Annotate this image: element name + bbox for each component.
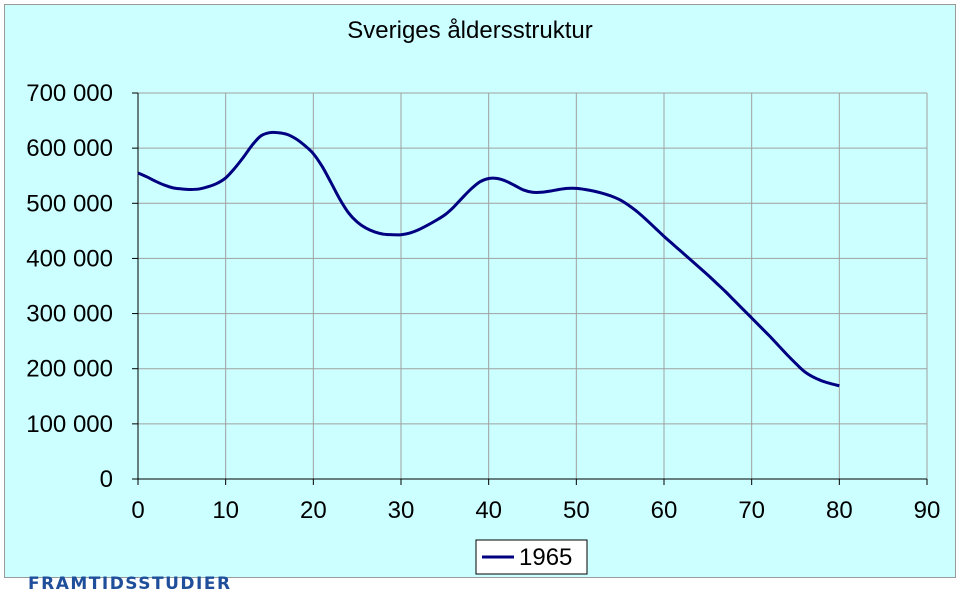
y-tick-label: 0 (100, 466, 113, 493)
y-tick-label: 300 000 (26, 301, 113, 328)
x-tick-label: 60 (651, 497, 678, 524)
x-tick-label: 30 (388, 497, 415, 524)
y-tick-label: 100 000 (26, 411, 113, 438)
framtidsstudier-logo: FRAMTIDSSTUDIER (28, 574, 232, 594)
chart-title: Sveriges åldersstruktur (347, 17, 592, 44)
series-line-1965 (137, 130, 840, 388)
y-tick-label: 200 000 (26, 356, 113, 383)
y-tick-label: 400 000 (26, 245, 113, 272)
x-tick-label: 20 (300, 497, 327, 524)
x-tick-label: 80 (826, 497, 853, 524)
x-tick-label: 0 (131, 497, 144, 524)
x-tick-label: 40 (475, 497, 502, 524)
legend-label-1965: 1965 (519, 544, 572, 571)
y-tick-label: 500 000 (26, 190, 113, 217)
x-tick-label: 90 (914, 497, 941, 524)
y-tick-label: 700 000 (26, 80, 113, 107)
chart-frame (4, 4, 956, 578)
x-tick-label: 10 (212, 497, 239, 524)
x-tick-label: 50 (563, 497, 590, 524)
x-tick-label: 70 (738, 497, 765, 524)
y-tick-label: 600 000 (26, 135, 113, 162)
